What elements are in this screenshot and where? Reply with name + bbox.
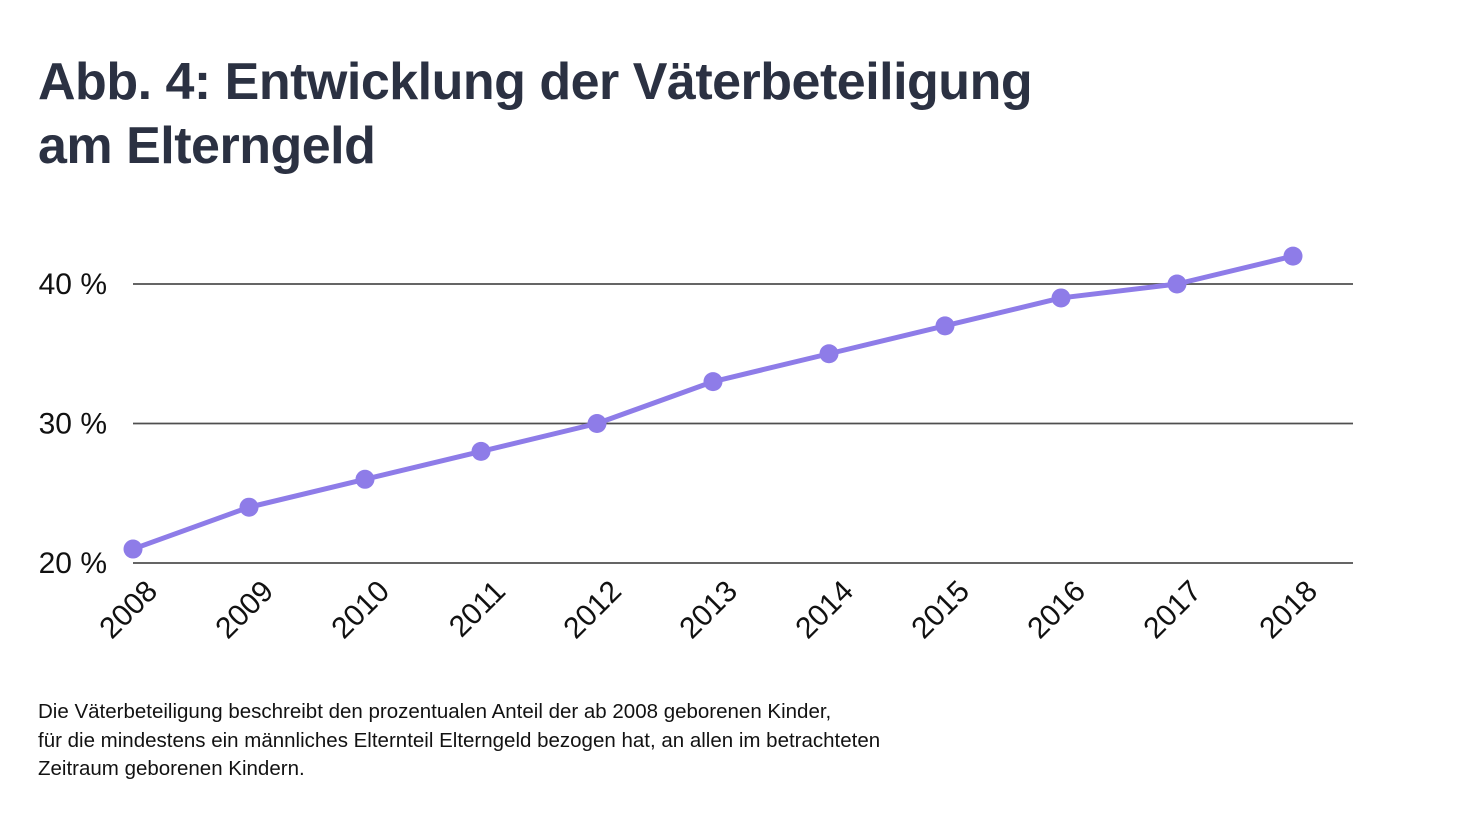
figure-caption: Die Väterbeteiligung beschreibt den proz… (38, 698, 880, 784)
data-point-2016 (1051, 288, 1071, 308)
data-point-2013 (703, 372, 723, 392)
x-tick-label-2011: 2011 (443, 575, 512, 644)
figure-title-line2: am Elterngeld (38, 117, 376, 175)
data-point-2008 (123, 539, 143, 559)
x-tick-label-2012: 2012 (557, 575, 628, 646)
data-point-2011 (471, 441, 491, 461)
data-point-2009 (239, 497, 259, 517)
x-tick-label-2014: 2014 (789, 575, 860, 646)
figure-title-line1: Abb. 4: Entwicklung der Väterbeteiligung (38, 53, 1033, 111)
data-point-2015 (935, 316, 955, 336)
data-point-2018 (1283, 246, 1303, 266)
x-tick-label-2018: 2018 (1253, 575, 1324, 646)
x-tick-label-2008: 2008 (93, 575, 164, 646)
x-tick-label-2009: 2009 (209, 575, 280, 646)
data-point-2014 (819, 344, 839, 364)
x-tick-label-2017: 2017 (1137, 575, 1208, 646)
y-tick-label-20: 20 % (39, 547, 107, 580)
figure-caption-line1: Die Väterbeteiligung beschreibt den proz… (38, 700, 832, 723)
x-tick-label-2015: 2015 (905, 575, 976, 646)
figure-title: Abb. 4: Entwicklung der Väterbeteiligung… (38, 50, 1033, 178)
data-point-2017 (1167, 274, 1187, 294)
line-chart-svg: 20 % 30 % 40 % 2008 2009 2010 2011 2012 2013 2014… (39, 246, 1353, 646)
y-tick-label-30: 30 % (39, 408, 107, 441)
y-tick-label-40: 40 % (39, 268, 107, 301)
line-chart: 20 % 30 % 40 % 2008 2009 2010 2011 2012 2013 2014… (0, 230, 1480, 670)
figure-caption-line3: Zeitraum geborenen Kindern. (38, 757, 305, 780)
figure-caption-line2: für die mindestens ein männliches Eltern… (38, 728, 881, 752)
data-line (130, 253, 1296, 552)
data-point-2010 (355, 469, 375, 489)
x-tick-label-2013: 2013 (673, 575, 744, 646)
x-tick-label-2010: 2010 (325, 575, 396, 646)
x-tick-label-2016: 2016 (1021, 575, 1092, 646)
data-point-2012 (587, 414, 607, 433)
